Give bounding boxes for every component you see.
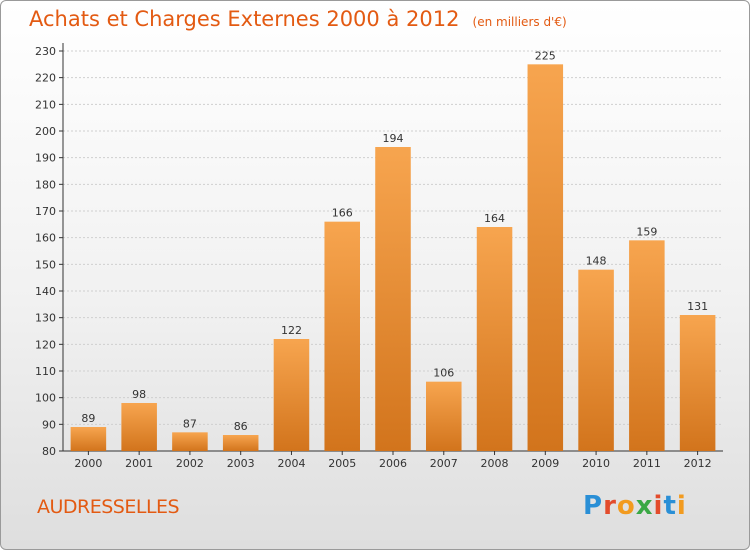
y-tick-label: 180 (35, 178, 56, 191)
bar-2007 (426, 381, 462, 451)
logo-letter: i (676, 491, 687, 521)
bar-2003 (222, 435, 259, 451)
y-tick-label: 110 (35, 365, 56, 378)
bar-2009 (527, 64, 564, 452)
x-tick-label: 2010 (582, 457, 610, 470)
y-tick-label: 140 (35, 285, 56, 298)
y-tick-label: 220 (35, 72, 56, 85)
y-tick-label: 230 (35, 45, 56, 58)
data-label: 148 (586, 255, 607, 268)
chart-title: Achats et Charges Externes 2000 à 2012 (… (29, 7, 567, 31)
y-tick-label: 210 (35, 98, 56, 111)
x-tick-label: 2007 (430, 457, 458, 470)
logo-letter: r (603, 491, 617, 521)
y-tick-label: 100 (35, 392, 56, 405)
data-label: 164 (484, 212, 505, 225)
y-tick-label: 160 (35, 232, 56, 245)
proxiti-logo: Proxiti (583, 491, 687, 521)
chart-title-main: Achats et Charges Externes 2000 à 2012 (29, 7, 460, 31)
bar-2011 (629, 240, 665, 451)
bar-2000 (70, 427, 107, 451)
data-label: 166 (332, 207, 353, 220)
bar-2002 (172, 432, 208, 451)
y-tick-label: 170 (35, 205, 56, 218)
data-label: 89 (81, 412, 95, 425)
data-label: 86 (234, 420, 248, 433)
logo-letter: x (635, 491, 654, 521)
x-tick-label: 2002 (176, 457, 204, 470)
y-tick-label: 120 (35, 338, 56, 351)
x-tick-label: 2012 (684, 457, 712, 470)
data-label: 87 (183, 417, 197, 430)
x-tick-label: 2004 (277, 457, 305, 470)
bar-2010 (578, 269, 614, 451)
x-tick-label: 2009 (531, 457, 559, 470)
x-tick-label: 2011 (633, 457, 661, 470)
logo-letter: i (653, 491, 664, 521)
bar-2008 (476, 227, 513, 451)
y-tick-label: 130 (35, 312, 56, 325)
data-label: 131 (687, 300, 708, 313)
y-tick-label: 200 (35, 125, 56, 138)
commune-name: AUDRESSELLES (37, 496, 180, 518)
bar-2004 (273, 339, 310, 451)
data-label: 225 (535, 49, 556, 62)
y-tick-label: 90 (42, 418, 56, 431)
data-label: 122 (281, 324, 302, 337)
data-label: 98 (132, 388, 146, 401)
x-tick-label: 2006 (379, 457, 407, 470)
x-tick-label: 2000 (74, 457, 102, 470)
x-tick-label: 2003 (227, 457, 255, 470)
y-tick-label: 80 (42, 445, 56, 458)
data-label: 194 (383, 132, 404, 145)
y-tick-label: 190 (35, 152, 56, 165)
bar-2006 (375, 147, 411, 451)
data-label: 106 (433, 367, 454, 380)
x-tick-label: 2005 (328, 457, 356, 470)
bar-2005 (324, 221, 360, 451)
logo-letter: t (663, 491, 677, 521)
bar-2012 (679, 315, 716, 451)
x-tick-label: 2008 (481, 457, 509, 470)
x-tick-label: 2001 (125, 457, 153, 470)
y-tick-label: 150 (35, 258, 56, 271)
bar-2001 (121, 403, 157, 451)
logo-letter: o (616, 491, 636, 521)
data-label: 159 (636, 225, 657, 238)
logo-letter: P (583, 491, 604, 521)
chart-title-unit: (en milliers d'€) (472, 15, 567, 29)
